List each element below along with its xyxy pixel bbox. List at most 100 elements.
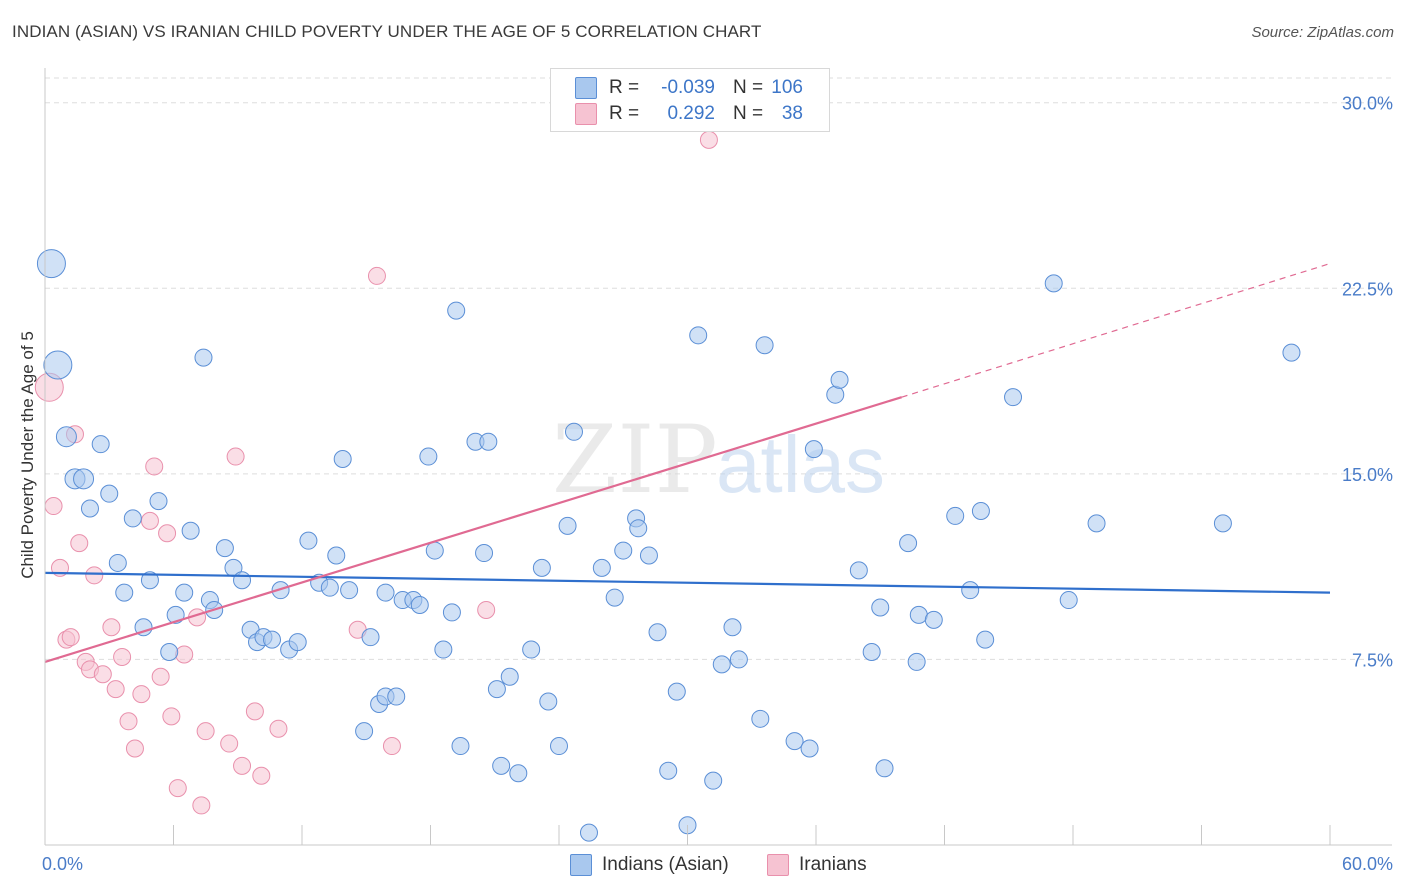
iranians-trend-extension bbox=[901, 262, 1331, 398]
indians-point bbox=[425, 541, 444, 560]
iranians-point bbox=[269, 719, 288, 738]
indians-point bbox=[1282, 343, 1301, 362]
indians-point bbox=[849, 561, 868, 580]
indians-point bbox=[91, 435, 110, 454]
x-tick-label: 60.0% bbox=[1342, 854, 1393, 874]
indians-point bbox=[123, 509, 142, 528]
indians-point bbox=[1213, 514, 1232, 533]
iranians-point bbox=[196, 722, 215, 741]
indians-point bbox=[800, 739, 819, 758]
indians-point bbox=[961, 581, 980, 600]
indians-point bbox=[899, 534, 918, 553]
indians-point bbox=[558, 516, 577, 535]
legend-row-iranians: R = 0.292 N = 38 bbox=[575, 102, 803, 126]
iranians-point bbox=[93, 665, 112, 684]
iranians-point bbox=[477, 600, 496, 619]
iranians-point bbox=[192, 796, 211, 815]
indians-point bbox=[160, 643, 179, 662]
indians-point bbox=[614, 541, 633, 560]
legend-item-indians: Indians (Asian) bbox=[570, 852, 729, 878]
indians-point bbox=[907, 652, 926, 671]
indians-point bbox=[667, 682, 686, 701]
indians-point bbox=[419, 447, 438, 466]
indians-point bbox=[333, 450, 352, 469]
indians-point bbox=[648, 623, 667, 642]
indians-point bbox=[871, 598, 890, 617]
iranians-point bbox=[226, 447, 245, 466]
indians-point bbox=[233, 571, 252, 590]
indians-point bbox=[479, 432, 498, 451]
iranians-point bbox=[158, 524, 177, 543]
indians-point bbox=[1044, 274, 1063, 293]
indians-point bbox=[826, 385, 845, 404]
indians-point bbox=[723, 618, 742, 637]
indians-point bbox=[320, 578, 339, 597]
indians-point bbox=[175, 583, 194, 602]
iranians-point bbox=[140, 511, 159, 530]
indians-point bbox=[1059, 591, 1078, 610]
indians-point bbox=[785, 732, 804, 751]
y-tick-label: 30.0% bbox=[1342, 94, 1393, 114]
iranians-point bbox=[113, 647, 132, 666]
indians-point bbox=[550, 737, 568, 756]
indians-point bbox=[115, 583, 134, 602]
legend-label-iranians: Iranians bbox=[799, 854, 867, 875]
iranians-point bbox=[119, 712, 138, 731]
r-value: 0.292 bbox=[667, 103, 715, 124]
indians-point bbox=[509, 764, 528, 783]
indians-point bbox=[1004, 388, 1023, 407]
iranians-point bbox=[699, 130, 718, 149]
indians-point bbox=[410, 596, 429, 615]
indians-point bbox=[80, 499, 99, 518]
indians-point bbox=[924, 610, 943, 629]
legend-item-iranians: Iranians bbox=[767, 852, 867, 878]
y-tick-label: 7.5% bbox=[1352, 650, 1393, 670]
indians-point bbox=[194, 348, 213, 367]
iranians-point bbox=[85, 566, 104, 585]
indians-point bbox=[43, 350, 73, 380]
indians-point bbox=[500, 667, 519, 686]
indians-point bbox=[755, 336, 774, 355]
indians-point bbox=[149, 492, 168, 511]
iranians-point bbox=[367, 266, 386, 285]
indians-point bbox=[605, 588, 624, 607]
indians-point bbox=[108, 553, 127, 572]
legend-row-indians: R = -0.039 N = 106 bbox=[575, 76, 803, 100]
stats-legend: R = -0.039 N = 106 R = 0.292 N = 38 bbox=[550, 68, 830, 132]
indians-legend-swatch-icon bbox=[570, 854, 592, 876]
indians-point bbox=[447, 301, 466, 320]
indians-point bbox=[134, 618, 153, 637]
indians-point bbox=[564, 422, 583, 441]
indians-point bbox=[704, 771, 723, 790]
tick-labels: 7.5% 15.0% 22.5% 30.0% 0.0% 60.0% bbox=[42, 94, 1393, 874]
x-tick-label: 0.0% bbox=[42, 854, 83, 874]
indians-point bbox=[451, 737, 470, 756]
indians-points bbox=[36, 249, 1301, 842]
indians-point bbox=[475, 544, 494, 563]
indians-point bbox=[712, 655, 731, 674]
indians-point bbox=[862, 643, 881, 662]
iranians-point bbox=[168, 779, 187, 798]
indians-point bbox=[909, 605, 928, 624]
indians-point bbox=[263, 630, 282, 649]
indians-point bbox=[55, 426, 77, 448]
indians-point bbox=[387, 687, 406, 706]
legend-label-indians: Indians (Asian) bbox=[602, 854, 729, 875]
iranians-point bbox=[106, 680, 125, 699]
y-tick-label: 15.0% bbox=[1342, 465, 1393, 485]
iranians-point bbox=[102, 618, 121, 637]
indians-point bbox=[36, 249, 66, 279]
indians-point bbox=[1087, 514, 1106, 533]
r-value: -0.039 bbox=[661, 77, 715, 98]
indians-point bbox=[875, 759, 894, 778]
indians-point bbox=[215, 539, 234, 558]
grid bbox=[45, 77, 1392, 660]
indians-point bbox=[539, 692, 558, 711]
trend-lines bbox=[44, 262, 1331, 663]
chart-title: INDIAN (ASIAN) VS IRANIAN CHILD POVERTY … bbox=[12, 22, 762, 41]
iranians-point bbox=[382, 737, 401, 756]
indians-point bbox=[73, 468, 95, 490]
indians-point bbox=[492, 756, 511, 775]
axes bbox=[44, 68, 1392, 846]
